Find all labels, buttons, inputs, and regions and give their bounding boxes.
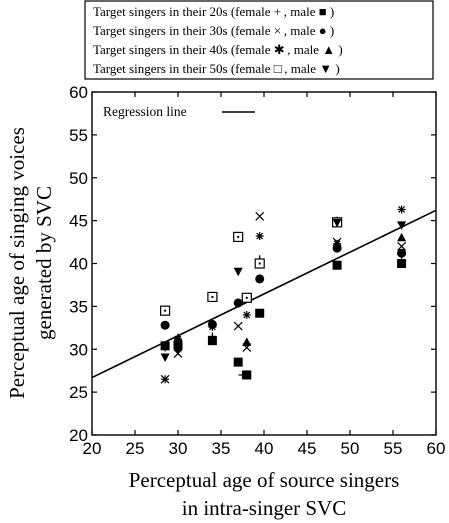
y-tick-label: 25 [69,383,88,402]
y-tick-label: 30 [69,340,88,359]
x-axis-ticks: 20 25 30 35 40 45 50 55 60 [83,92,446,458]
x-tick-label: 60 [427,439,446,458]
x-tick-label: 50 [341,439,360,458]
legend: Target singers in their 20s (female + , … [84,0,434,80]
y-axis-label-line1: Perceptual age of singing voices [5,127,29,399]
y-tick-label: 50 [69,169,88,188]
point-50s-male-triangle-down [397,221,407,230]
point-20s-male-square [242,370,252,380]
legend-entry-40s: Target singers in their 40s (female ✱ , … [93,42,343,57]
point-30s-male-circle [397,248,407,258]
x-tick-label: 20 [83,439,102,458]
point-30s-female-x [397,241,407,251]
legend-entry-50s: Target singers in their 50s (female □ , … [93,61,340,76]
point-20s-male-square [160,341,170,351]
point-50s-female-square-open [241,292,252,303]
point-50s-male-triangle-down [332,218,342,228]
regression-line [91,209,437,379]
legend-entry-30s: Target singers in their 30s (female × , … [93,23,334,38]
point-50s-female-square-open [160,305,171,316]
point-20s-male-square [255,308,265,318]
y-axis-label-line2: generated by SVC [32,186,56,340]
y-axis-ticks: 20 25 30 35 40 45 50 55 60 [69,83,436,445]
y-tick-label: 35 [69,297,88,316]
point-40s-female-asterisk [242,310,251,319]
x-axis-label-line1: Perceptual age of source singers [129,468,400,492]
y-tick-label: 40 [69,255,88,274]
y-tick-label: 45 [69,212,88,231]
data-points [160,205,407,384]
point-20s-male-square [332,260,342,270]
regression-line-group [91,209,437,379]
x-axis-label-line2: in intra-singer SVC [182,496,346,520]
x-tick-label: 40 [255,439,274,458]
x-tick-label: 25 [126,439,145,458]
y-tick-label: 60 [69,83,88,102]
point-30s-male-circle [255,274,265,284]
y-tick-label: 20 [69,426,88,445]
point-20s-male-square [233,357,243,367]
x-tick-label: 55 [384,439,403,458]
point-20s-male-square [397,259,407,268]
legend-box [84,0,434,80]
x-tick-label: 30 [169,439,188,458]
legend-entry-20s: Target singers in their 20s (female + , … [93,4,334,19]
regression-legend-label: Regression line [103,104,187,119]
point-50s-male-triangle-down [160,353,170,362]
point-40s-female-asterisk [161,375,170,384]
point-30s-male-circle [160,320,170,330]
point-30s-female-x [233,321,243,331]
point-50s-male-triangle-down [233,267,243,277]
point-50s-female-square-open [233,231,244,243]
y-tick-label: 55 [69,126,88,145]
point-30s-male-circle [233,298,243,308]
point-40s-male-triangle-up [397,232,407,242]
point-50s-female-square-open [254,258,265,269]
point-50s-male-triangle-down [173,346,183,356]
point-40s-female-asterisk [255,232,264,241]
point-40s-male-triangle-up [207,334,217,344]
point-50s-female-square-open [207,291,218,303]
point-40s-male-triangle-up [173,333,183,342]
point-40s-female-asterisk [397,205,406,214]
x-tick-label: 35 [212,439,231,458]
point-40s-female-asterisk [333,239,342,248]
point-40s-male-triangle-up [242,337,252,346]
point-30s-female-x [255,211,265,221]
x-tick-label: 45 [298,439,317,458]
point-40s-female-asterisk [208,322,217,331]
